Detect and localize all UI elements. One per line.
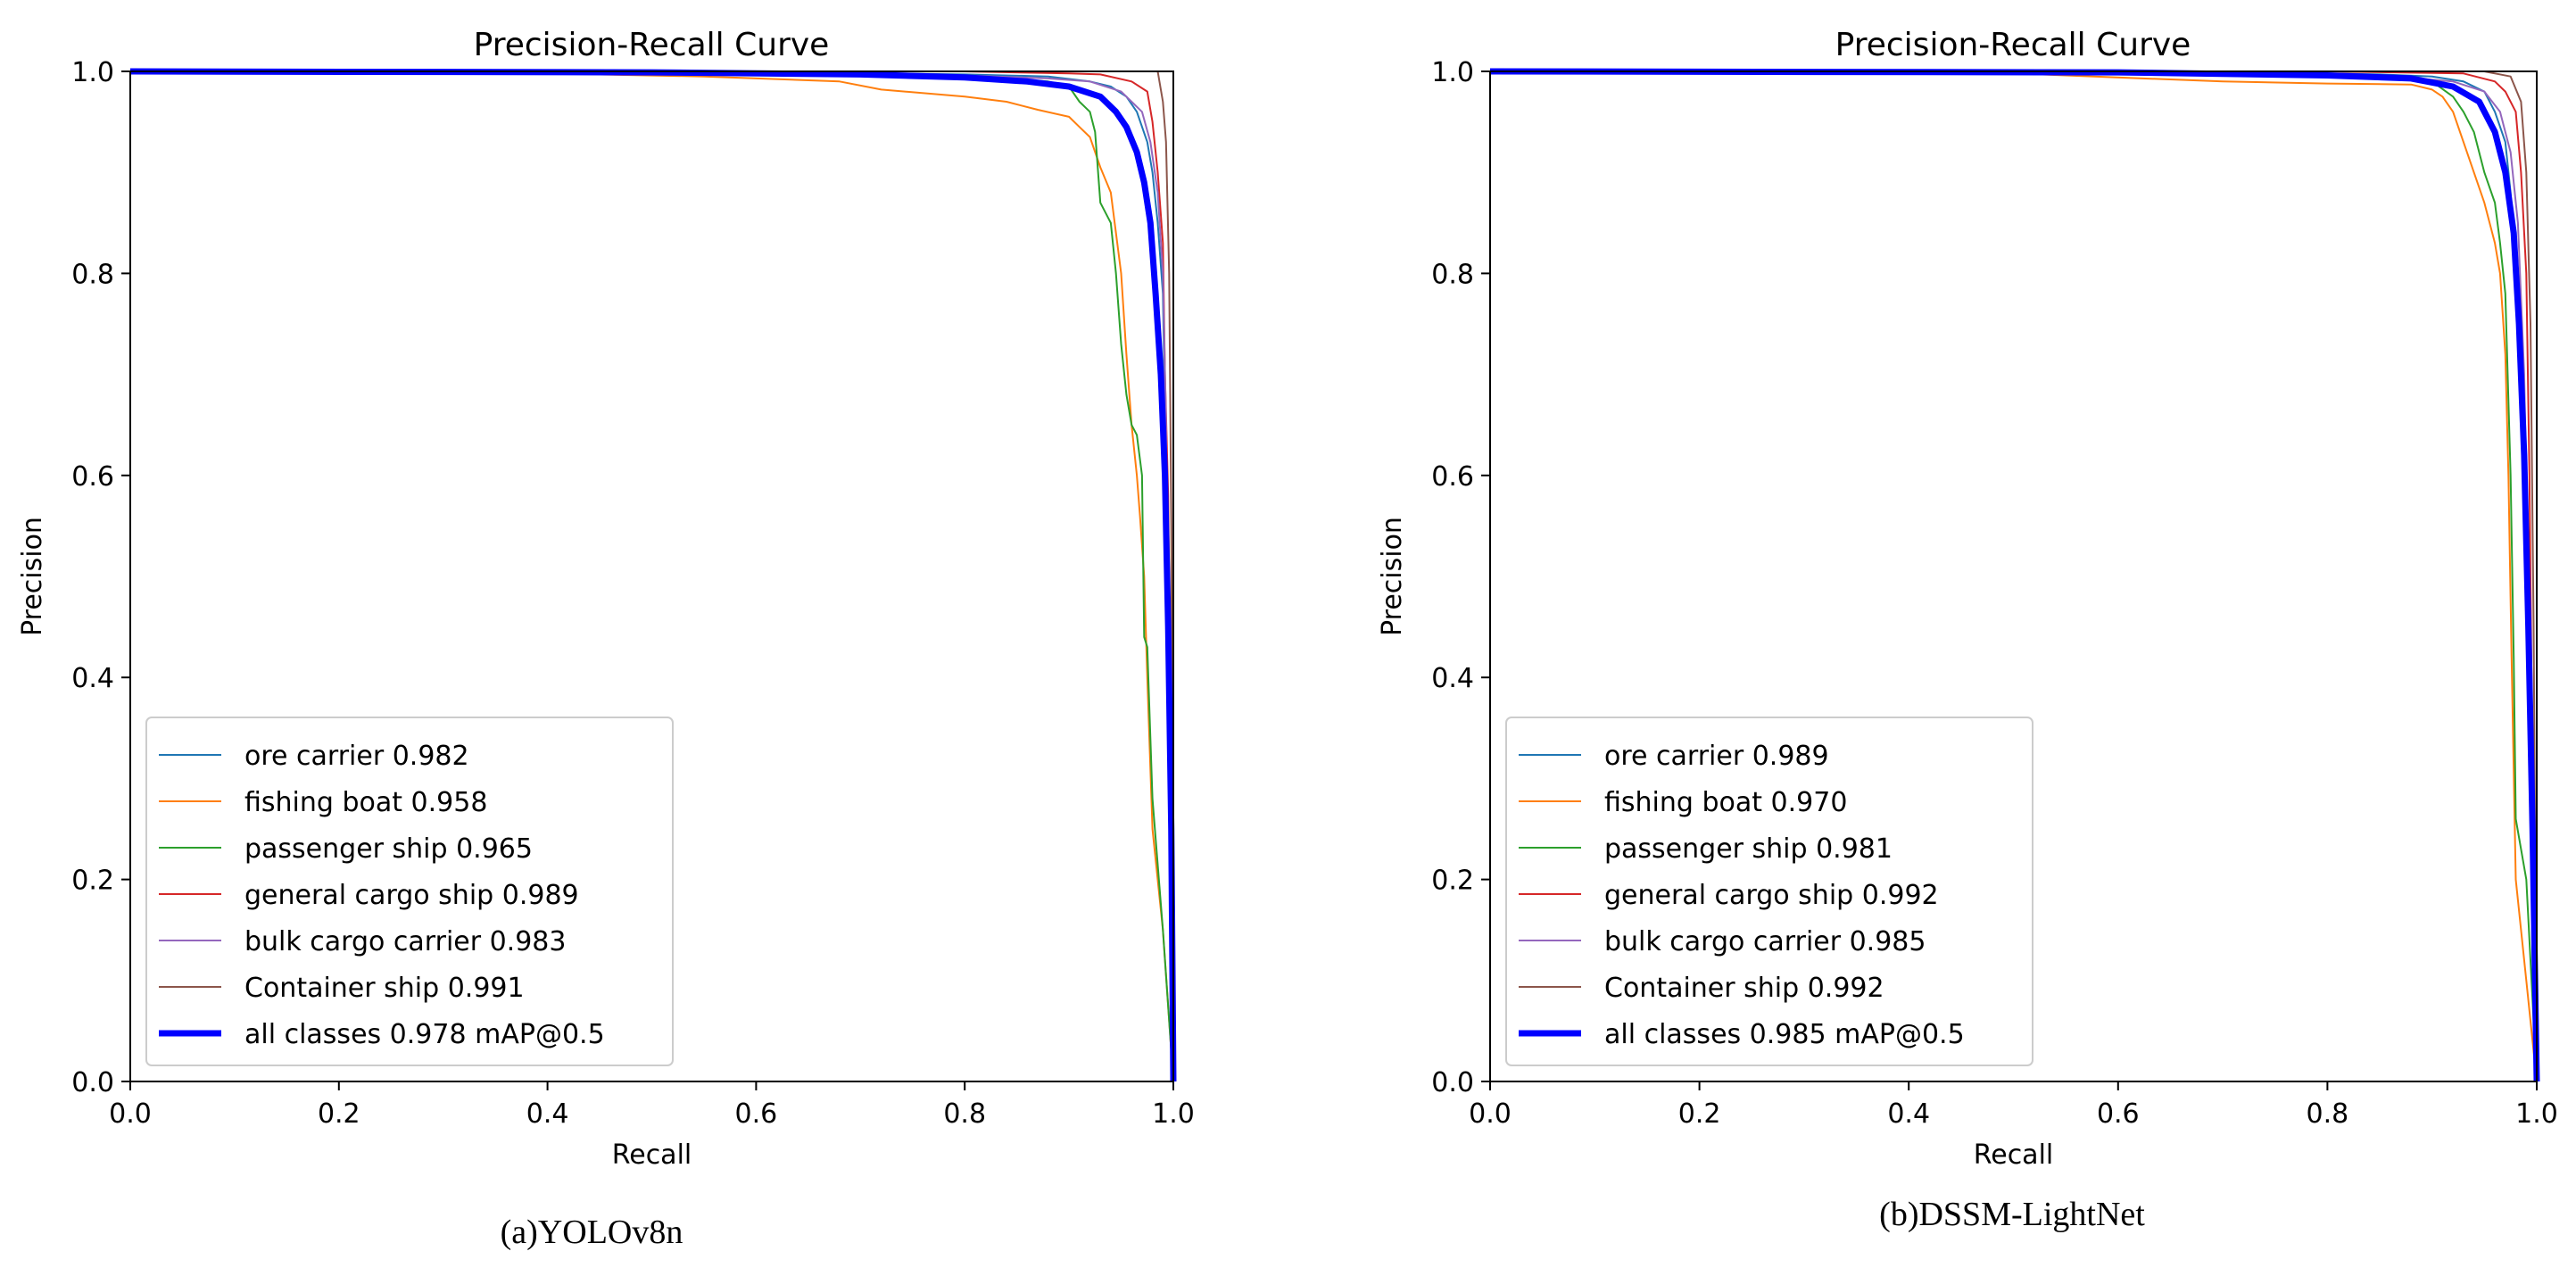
x-tick-label: 0.6 <box>735 1098 778 1130</box>
x-tick-label: 0.0 <box>1469 1098 1512 1130</box>
x-tick-label: 0.2 <box>318 1098 360 1130</box>
figure-caption: (b)DSSM-LightNet <box>1879 1196 2145 1233</box>
figure-caption: (a)YOLOv8n <box>501 1214 683 1251</box>
x-tick-label: 1.0 <box>1152 1098 1195 1130</box>
legend-label: fishing boat 0.958 <box>244 787 487 818</box>
y-tick-label: 0.8 <box>71 259 114 290</box>
x-tick-label: 0.4 <box>1887 1098 1930 1130</box>
x-tick-label: 0.4 <box>526 1098 569 1130</box>
pr-chart-b: Precision-Recall Curve 0.0 0.2 0.4 0.6 0.8 1.0… <box>1377 27 2558 1233</box>
legend-label: passenger ship 0.981 <box>1604 833 1893 865</box>
y-tick-label: 0.6 <box>1431 461 1474 493</box>
legend-label: passenger ship 0.965 <box>244 833 533 865</box>
legend-label: general cargo ship 0.989 <box>244 880 579 911</box>
y-tick-label: 0.0 <box>71 1067 114 1098</box>
y-tick-label: 1.0 <box>71 57 114 88</box>
series-line-1 <box>1489 70 2538 1082</box>
x-tick-label: 0.0 <box>109 1098 152 1130</box>
y-tick-label: 0.4 <box>1431 663 1474 694</box>
legend-label: all classes 0.978 mAP@0.5 <box>244 1019 605 1050</box>
series-line-3 <box>1490 70 2538 1082</box>
y-tick-label: 0.2 <box>71 866 114 897</box>
x-axis-label: Recall <box>1974 1139 2054 1171</box>
x-tick-label: 0.2 <box>1678 1098 1721 1130</box>
legend-box <box>145 717 674 1066</box>
y-axis-label: Precision <box>17 517 48 636</box>
y-tick-label: 0.4 <box>71 663 114 694</box>
series-line-1 <box>130 70 1174 1082</box>
legend-label: fishing boat 0.970 <box>1604 787 1847 818</box>
plot-frame <box>129 70 1174 1082</box>
x-tick-label: 1.0 <box>2515 1098 2558 1130</box>
legend-label: Container ship 0.992 <box>1604 973 1884 1004</box>
legend: ore carrier 0.982 fishing boat 0.958 passe… <box>145 717 674 1066</box>
legend-label: ore carrier 0.989 <box>1604 741 1829 772</box>
pr-chart-a: Precision-Recall Curve 0.0 0.2 0.4 0.6 0.8 1.0… <box>17 27 1195 1251</box>
legend-label: ore carrier 0.982 <box>244 741 469 772</box>
y-tick-label: 1.0 <box>1431 57 1474 88</box>
x-tick-label: 0.6 <box>2097 1098 2140 1130</box>
series-line-6 <box>1489 68 2540 1082</box>
x-tick-label: 0.8 <box>943 1098 986 1130</box>
legend: ore carrier 0.989 fishing boat 0.970 passe… <box>1505 717 2033 1066</box>
x-axis-label: Recall <box>612 1139 692 1171</box>
legend-label: bulk cargo carrier 0.983 <box>244 926 566 957</box>
chart-title: Precision-Recall Curve <box>1835 27 2191 63</box>
legend-label: general cargo ship 0.992 <box>1604 880 1939 911</box>
y-axis-label: Precision <box>1377 517 1408 636</box>
series-lines <box>129 68 1177 1082</box>
series-line-6 <box>129 68 1177 1082</box>
plot-frame <box>1489 70 2538 1082</box>
legend-box <box>1505 717 2033 1066</box>
y-tick-label: 0.6 <box>71 461 114 493</box>
legend-label: Container ship 0.991 <box>244 973 525 1004</box>
y-tick-label: 0.2 <box>1431 866 1474 897</box>
y-tick-label: 0.0 <box>1431 1067 1474 1098</box>
x-tick-label: 0.8 <box>2307 1098 2349 1130</box>
legend-label: all classes 0.985 mAP@0.5 <box>1604 1019 1965 1050</box>
chart-title: Precision-Recall Curve <box>474 27 830 63</box>
legend-label: bulk cargo carrier 0.985 <box>1604 926 1926 957</box>
y-tick-label: 0.8 <box>1431 259 1474 290</box>
